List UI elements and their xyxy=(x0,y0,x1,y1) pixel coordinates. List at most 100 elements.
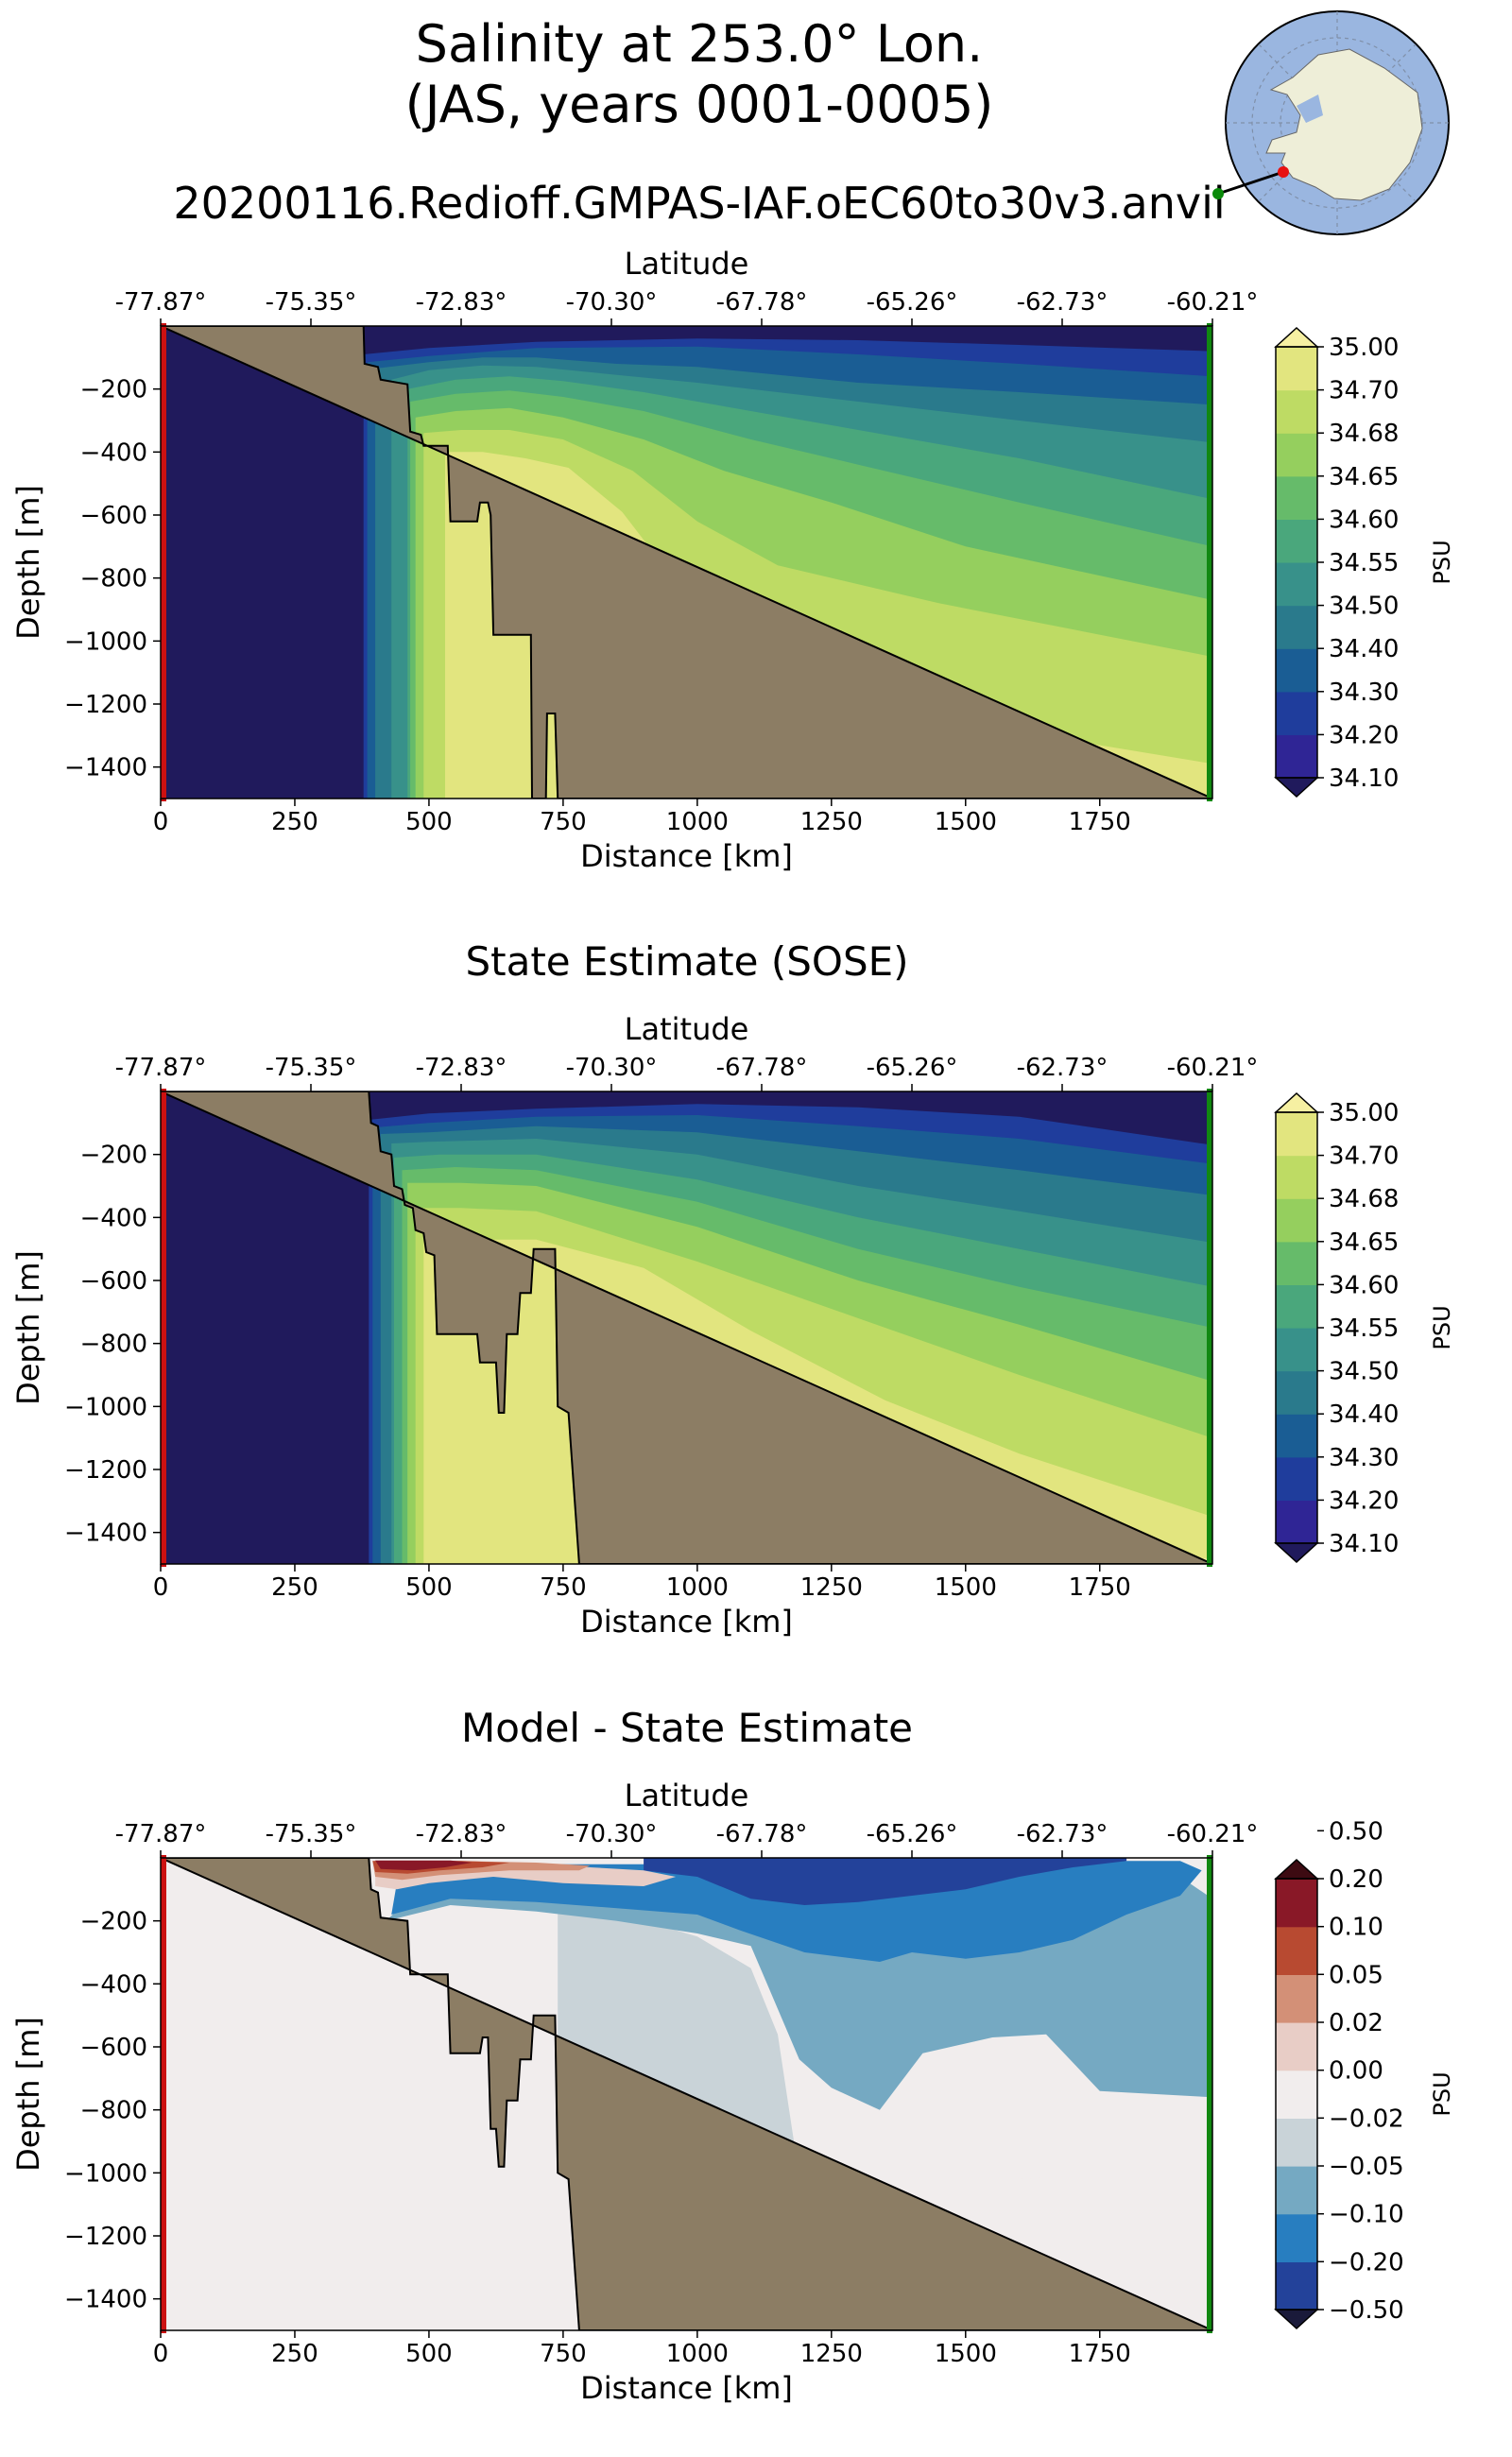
axes-frame xyxy=(160,1857,1213,2331)
top-tick-label: -75.35° xyxy=(266,288,357,317)
colorbar-extend-bottom xyxy=(1274,1542,1319,1564)
x-tick-label: 1000 xyxy=(666,1573,729,1602)
colorbar-tick-label: 0.50 xyxy=(1329,1817,1383,1846)
difference-band xyxy=(644,1858,1127,1905)
colorbar-tick-label: 0.00 xyxy=(1329,2057,1383,2086)
colorbar-segment xyxy=(1276,1155,1317,1199)
y-axis-label: Depth [m] xyxy=(10,2017,46,2172)
colorbar-segment xyxy=(1276,1198,1317,1243)
colorbar-segment xyxy=(1276,2070,1317,2119)
top-axis-label: Latitude xyxy=(625,1778,749,1813)
model-colorbar: 34.10 34.20 34.30 34.40 34.50 34.55 34.60 34.65… xyxy=(1274,326,1455,799)
colorbar-label: PSU xyxy=(1429,2071,1455,2116)
colorbar-tick-label: 35.00 xyxy=(1329,334,1399,362)
y-tick-label: −200 xyxy=(80,1908,147,1936)
figure-subtitle: 20200116.Redioff.GMPAS-IAF.oEC60to30v3.a… xyxy=(173,178,1226,229)
colorbar-tick-label: 34.20 xyxy=(1329,721,1399,749)
x-tick-label: 1250 xyxy=(800,808,863,836)
x-tick-label: 1750 xyxy=(1069,1573,1131,1602)
colorbar-segment xyxy=(1276,475,1317,520)
model-plot-area xyxy=(161,326,1212,799)
x-axis-label: Distance [km] xyxy=(580,838,793,874)
top-tick-label: -67.78° xyxy=(716,288,808,317)
top-tick-label: -75.35° xyxy=(266,1054,357,1082)
colorbar-tick-label: 34.10 xyxy=(1329,765,1399,793)
x-tick-label: 750 xyxy=(540,808,587,836)
colorbar-label: PSU xyxy=(1429,540,1455,584)
x-tick-label: 750 xyxy=(540,2340,587,2368)
y-tick-label: −400 xyxy=(80,438,147,467)
y-tick-label: −1200 xyxy=(64,2223,147,2251)
colorbar-tick-label: 34.55 xyxy=(1329,549,1399,577)
colorbar-segment xyxy=(1276,347,1317,391)
bathymetry xyxy=(161,326,1212,799)
colorbar-segment xyxy=(1276,562,1317,607)
x-tick-label: 1000 xyxy=(666,808,729,836)
colorbar-tick-label: 35.00 xyxy=(1329,1099,1399,1127)
colorbar-tick-label: 34.40 xyxy=(1329,1400,1399,1429)
colorbar-segment xyxy=(1276,734,1317,779)
x-tick-label: 250 xyxy=(271,808,318,836)
x-tick-label: 1500 xyxy=(935,1573,997,1602)
y-tick-label: −1400 xyxy=(64,2286,147,2314)
colorbar-segment xyxy=(1276,1112,1317,1157)
y-tick-label: −400 xyxy=(80,1970,147,1999)
top-tick-label: -77.87° xyxy=(115,1820,207,1848)
colorbar-tick-label: 34.55 xyxy=(1329,1314,1399,1343)
x-tick-label: 500 xyxy=(405,808,453,836)
colorbar-tick-label: 0.10 xyxy=(1329,1914,1383,1942)
colorbar-extend-top xyxy=(1274,1858,1319,1880)
colorbar-extend-top xyxy=(1274,326,1319,348)
colorbar-tick-label: 34.50 xyxy=(1329,593,1399,621)
colorbar-segment xyxy=(1276,1370,1317,1415)
x-tick-label: 1750 xyxy=(1069,2340,1131,2368)
axes-frame xyxy=(160,1091,1213,1565)
top-tick-label: -72.83° xyxy=(416,1820,507,1848)
colorbar-frame xyxy=(1275,1878,1318,2311)
top-axis-label: Latitude xyxy=(625,1011,749,1047)
colorbar-tick-label: 0.05 xyxy=(1329,1961,1383,1989)
x-tick-label: 500 xyxy=(405,2340,453,2368)
colorbar-segment xyxy=(1276,1500,1317,1544)
colorbar-tick-label: 34.70 xyxy=(1329,377,1399,405)
y-tick-label: −1200 xyxy=(64,1456,147,1485)
y-tick-label: −800 xyxy=(80,1331,147,1359)
top-tick-label: -62.73° xyxy=(1017,1054,1108,1082)
top-tick-label: -65.26° xyxy=(867,1820,958,1848)
top-tick-label: -70.30° xyxy=(566,288,658,317)
figure-title-line1: Salinity at 253.0° Lon. xyxy=(415,14,984,74)
y-axis-label: Depth [m] xyxy=(10,485,46,640)
colorbar-tick-label: 0.02 xyxy=(1329,2009,1383,2037)
top-tick-label: -72.83° xyxy=(416,1054,507,1082)
top-tick-label: -62.73° xyxy=(1017,288,1108,317)
difference-plot-area xyxy=(161,1858,1212,2330)
colorbar-tick-label: 34.60 xyxy=(1329,1271,1399,1299)
colorbar-segment xyxy=(1276,605,1317,649)
y-tick-label: −800 xyxy=(80,565,147,593)
x-tick-label: 1000 xyxy=(666,2340,729,2368)
bathymetry xyxy=(161,1858,1212,2330)
top-tick-label: -70.30° xyxy=(566,1820,658,1848)
difference-colorbar: −0.50 −0.20 −0.10 −0.05 −0.02 0.00 0.02 0.05 0.1… xyxy=(1274,1817,1455,2330)
colorbar-tick-label: −0.05 xyxy=(1329,2153,1404,2181)
colorbar-extend-bottom xyxy=(1274,2309,1319,2330)
x-tick-label: 250 xyxy=(271,1573,318,1602)
colorbar-tick-label: −0.50 xyxy=(1329,2296,1404,2325)
colorbar-segment xyxy=(1276,691,1317,735)
colorbar-segment xyxy=(1276,1456,1317,1501)
y-tick-label: −1000 xyxy=(64,1393,147,1421)
y-tick-label: −400 xyxy=(80,1204,147,1232)
colorbar-tick-label: 34.30 xyxy=(1329,679,1399,707)
colorbar-tick-label: −0.20 xyxy=(1329,2248,1404,2277)
colorbar-tick-label: 34.30 xyxy=(1329,1444,1399,1472)
y-tick-label: −200 xyxy=(80,1142,147,1170)
y-tick-label: −200 xyxy=(80,376,147,404)
colorbar-segment xyxy=(1276,389,1317,434)
y-axis-label: Depth [m] xyxy=(10,1250,46,1405)
top-axis-label: Latitude xyxy=(625,246,749,282)
colorbar-segment xyxy=(1276,1974,1317,2023)
colorbar-extend-bottom xyxy=(1274,777,1319,799)
colorbar-segment xyxy=(1276,648,1317,693)
top-tick-label: -77.87° xyxy=(115,288,207,317)
colorbar-segment xyxy=(1276,1241,1317,1285)
